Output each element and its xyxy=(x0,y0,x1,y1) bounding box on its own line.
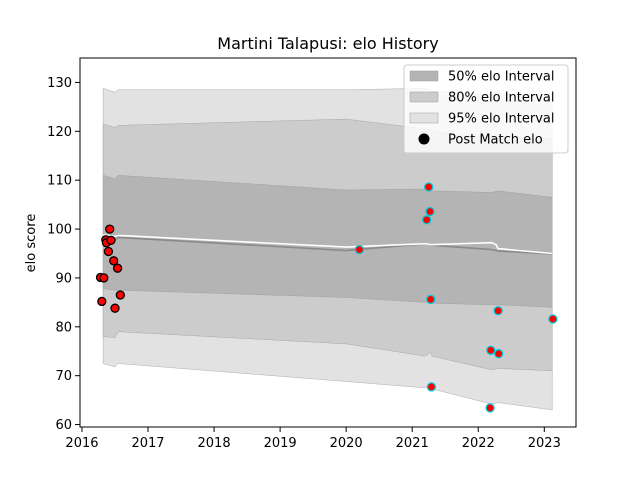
match-point-18 xyxy=(426,382,437,392)
mean-line xyxy=(102,234,553,255)
y-tick-label-60: 60 xyxy=(55,418,72,433)
y-tick-label-120: 120 xyxy=(47,125,72,140)
y-tick-label-110: 110 xyxy=(47,174,72,189)
match-point-2 xyxy=(97,296,107,307)
x-tick-label-2019: 2019 xyxy=(264,436,297,451)
match-point-10 xyxy=(110,303,120,313)
match-point-15 xyxy=(424,182,434,192)
x-tick-label-2016: 2016 xyxy=(65,436,98,451)
legend-label-80-elo-interval: 80% elo Interval xyxy=(448,91,555,106)
legend-label-post-match-elo: Post Match elo xyxy=(448,133,543,148)
band-50-interval xyxy=(102,175,553,308)
x-tick-label-2021: 2021 xyxy=(396,436,429,451)
match-point-6 xyxy=(103,246,114,257)
x-tick-label-2018: 2018 xyxy=(198,436,231,451)
match-point-22 xyxy=(494,349,504,359)
y-tick-label-70: 70 xyxy=(55,369,72,384)
y-tick-label-130: 130 xyxy=(47,76,72,91)
match-point-17 xyxy=(426,294,436,305)
match-point-13 xyxy=(354,244,365,255)
match-point-8 xyxy=(106,235,116,245)
match-point-7 xyxy=(105,224,115,234)
x-axis-ticks: 2016 2017 2018 2019 2020 2021 2022 2023 xyxy=(65,427,561,451)
match-point-21 xyxy=(493,306,503,316)
match-point-19 xyxy=(485,403,495,413)
legend-swatch-95-elo-interval xyxy=(409,112,439,124)
match-point-16 xyxy=(425,206,435,217)
match-point-11 xyxy=(112,263,123,273)
legend-swatch-post-match-elo xyxy=(418,133,430,145)
y-axis-ticks: 60 70 80 90 100 110 120 130 xyxy=(47,76,80,433)
chart-title: Martini Talapusi: elo History xyxy=(217,34,438,53)
legend-label-95-elo-interval: 95% elo Interval xyxy=(448,112,555,127)
legend-swatch-50-elo-interval xyxy=(409,70,439,82)
match-point-9 xyxy=(109,256,119,266)
plot-frame xyxy=(79,57,577,428)
x-tick-label-2023: 2023 xyxy=(528,436,561,451)
legend-box xyxy=(403,64,569,154)
legend-label-50-elo-interval: 50% elo Interval xyxy=(448,70,555,85)
x-tick-label-2020: 2020 xyxy=(330,436,363,451)
y-axis-label: elo score xyxy=(24,214,39,273)
match-point-3 xyxy=(99,273,109,283)
y-tick-label-80: 80 xyxy=(55,320,72,335)
y-tick-label-90: 90 xyxy=(55,271,72,286)
x-tick-label-2017: 2017 xyxy=(131,436,164,451)
legend: 50% elo Interval 80% elo Interval 95% elo … xyxy=(403,64,569,154)
trend-lines xyxy=(102,234,553,255)
y-tick-label-100: 100 xyxy=(47,223,72,238)
match-point-23 xyxy=(548,314,558,324)
match-point-14 xyxy=(422,215,432,225)
match-points xyxy=(95,182,558,413)
x-tick-label-2022: 2022 xyxy=(462,436,495,451)
legend-swatch-80-elo-interval xyxy=(409,91,439,103)
match-point-12 xyxy=(115,290,125,300)
match-point-20 xyxy=(486,345,496,355)
